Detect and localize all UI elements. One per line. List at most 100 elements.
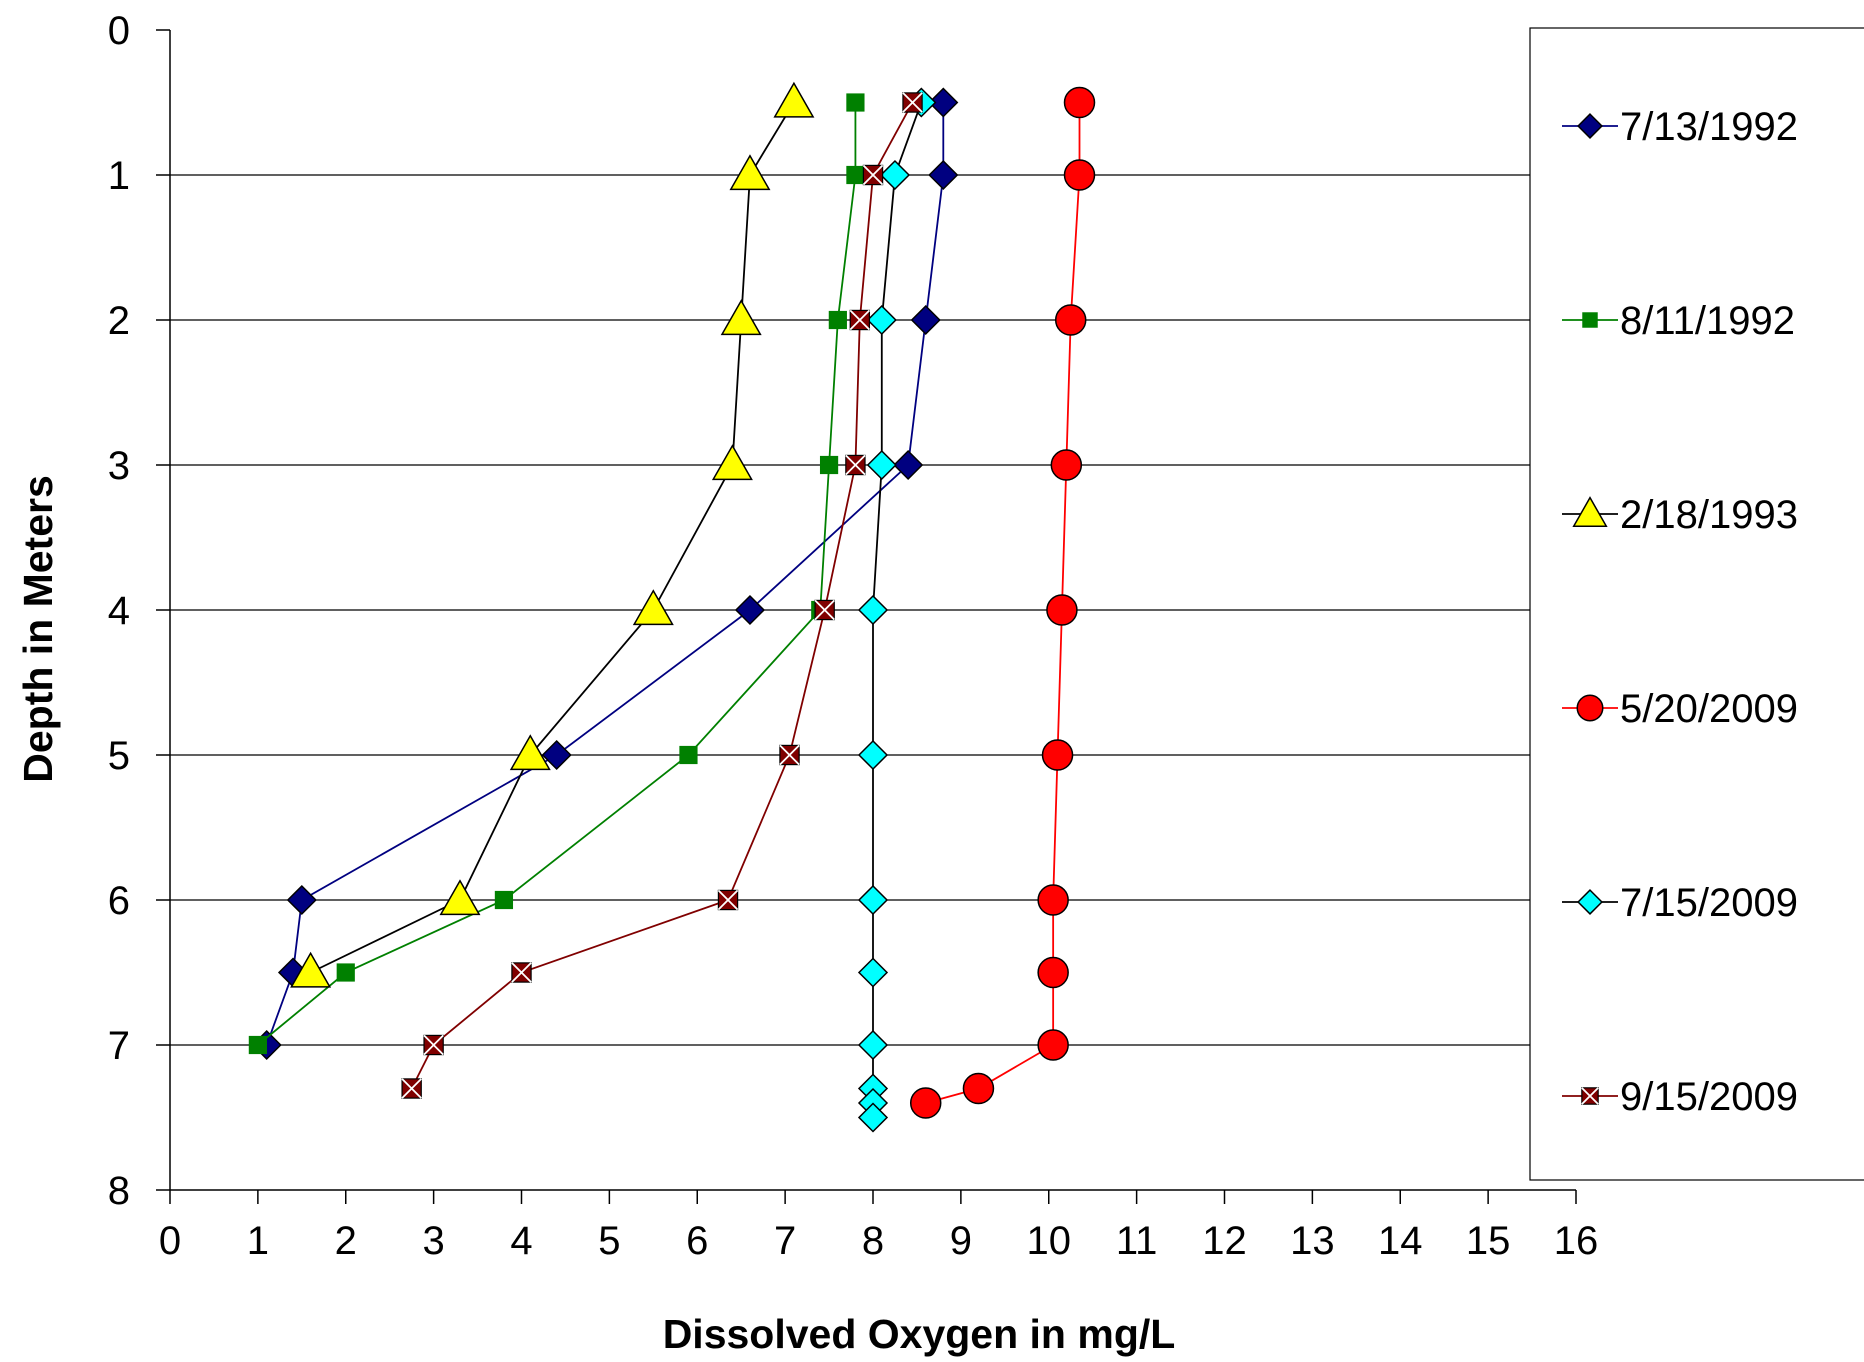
y-tick-label: 7: [108, 1024, 130, 1068]
legend-item: 8/11/1992: [1562, 299, 1795, 343]
data-point: [679, 745, 698, 765]
x-tick-label: 8: [862, 1219, 884, 1263]
data-point: [857, 739, 889, 771]
data-point: [286, 884, 317, 916]
data-point: [439, 879, 481, 916]
x-tick-label: 4: [510, 1219, 532, 1263]
data-point: [1041, 739, 1074, 771]
data-point: [1037, 1029, 1069, 1061]
series-1: [251, 87, 959, 1061]
x-tick-label: 10: [1027, 1219, 1072, 1263]
x-tick-label: 6: [686, 1219, 708, 1263]
y-tick-label: 2: [108, 299, 130, 343]
series-3: [290, 81, 815, 988]
legend-box: [1529, 27, 1864, 1181]
data-point: [857, 884, 889, 916]
data-point: [857, 594, 889, 626]
data-point: [1046, 594, 1078, 626]
data-point: [893, 449, 924, 481]
y-tick-label: 0: [108, 9, 130, 53]
data-point: [879, 159, 911, 191]
data-point: [819, 455, 839, 475]
data-point: [1050, 449, 1083, 481]
legend-label: 2/18/1993: [1620, 493, 1798, 537]
data-point: [1037, 956, 1069, 989]
x-tick-label: 12: [1202, 1219, 1247, 1263]
series-2: [248, 93, 865, 1055]
x-tick-label: 9: [950, 1219, 972, 1263]
legend-marker: [1577, 889, 1603, 915]
data-point: [962, 1072, 995, 1105]
x-tick-label: 13: [1290, 1219, 1335, 1263]
data-point: [720, 299, 762, 336]
data-point: [509, 734, 551, 771]
legend-label: 7/15/2009: [1620, 881, 1798, 925]
x-tick-label: 5: [598, 1219, 620, 1263]
data-point: [511, 962, 532, 983]
legend-marker: [1581, 1087, 1599, 1105]
data-point: [779, 744, 800, 766]
data-point: [828, 310, 847, 330]
data-point: [1054, 304, 1087, 336]
data-point: [866, 304, 897, 336]
series-4: [909, 86, 1096, 1119]
series-line: [310, 102, 795, 974]
data-point: [814, 599, 835, 621]
data-point: [1037, 884, 1069, 916]
data-point: [928, 87, 959, 118]
legend-item: 5/20/2009: [1562, 687, 1798, 731]
data-point: [910, 304, 941, 336]
legend-marker: [1572, 496, 1608, 527]
legend-label: 9/15/2009: [1620, 1075, 1798, 1119]
data-point: [902, 92, 923, 113]
legend-item: 9/15/2009: [1562, 1075, 1798, 1119]
data-point: [909, 1087, 942, 1119]
data-point: [336, 963, 355, 982]
data-point: [857, 1029, 889, 1061]
data-point: [290, 951, 332, 988]
legend-marker: [1576, 694, 1604, 722]
legend-item: 2/18/1993: [1562, 493, 1798, 537]
x-tick-label: 3: [423, 1219, 445, 1263]
data-point: [866, 449, 897, 481]
legend-label: 5/20/2009: [1620, 687, 1798, 731]
y-tick-label: 3: [108, 444, 130, 488]
y-tick-label: 8: [108, 1169, 130, 1213]
data-point: [1063, 86, 1096, 119]
y-tick-label: 4: [108, 589, 130, 633]
x-tick-label: 1: [247, 1219, 269, 1263]
data-point: [423, 1034, 444, 1056]
x-tick-label: 2: [335, 1219, 357, 1263]
series-line: [257, 102, 857, 1046]
x-tick-label: 14: [1378, 1219, 1423, 1263]
data-point: [845, 454, 866, 476]
series-line: [410, 102, 914, 1089]
data-point: [846, 93, 865, 112]
legend-item: 7/13/1992: [1562, 105, 1798, 149]
series-layer: [248, 81, 1096, 1133]
series-line: [265, 102, 945, 1046]
data-point: [494, 890, 514, 910]
data-point: [632, 589, 674, 626]
legend-item: 7/15/2009: [1562, 881, 1798, 925]
data-point: [711, 444, 753, 481]
y-tick-label: 5: [108, 734, 130, 778]
data-point: [773, 81, 815, 118]
data-point: [729, 154, 771, 191]
legend-label: 8/11/1992: [1620, 299, 1795, 343]
x-axis-title: Dissolved Oxygen in mg/L: [663, 1311, 1176, 1357]
series-5: [857, 87, 937, 1133]
x-tick-label: 7: [774, 1219, 796, 1263]
data-point: [734, 594, 766, 626]
x-tick-label: 16: [1554, 1219, 1599, 1263]
data-point: [928, 159, 959, 191]
data-point: [846, 165, 865, 185]
data-point: [862, 164, 884, 186]
legend: 7/13/1992 8/11/1992 2/18/1993 5/20/2009 7/15…: [1529, 27, 1864, 1181]
y-tick-label: 6: [108, 879, 130, 923]
data-point: [248, 1035, 267, 1055]
legend-marker: [1577, 113, 1603, 139]
x-tick-label: 11: [1116, 1219, 1158, 1263]
